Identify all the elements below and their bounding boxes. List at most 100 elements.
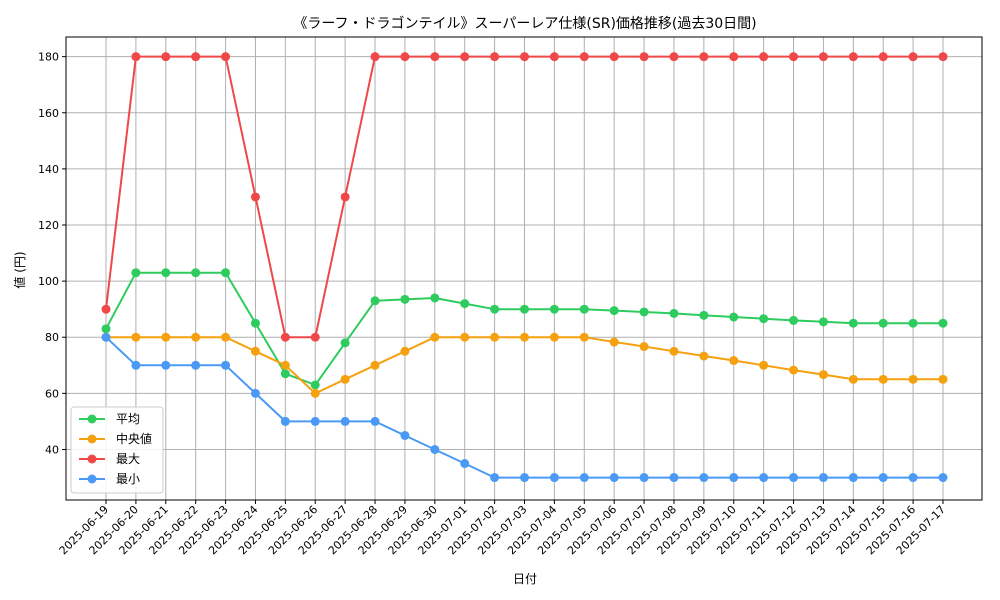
data-point xyxy=(729,312,739,322)
data-point xyxy=(549,52,559,62)
data-point xyxy=(848,374,858,384)
data-point xyxy=(161,360,171,370)
data-point xyxy=(400,346,410,356)
data-point xyxy=(789,473,799,483)
data-point xyxy=(520,332,529,342)
series-1 xyxy=(101,332,948,398)
data-point xyxy=(131,52,141,62)
data-point xyxy=(878,374,888,384)
data-point xyxy=(430,293,440,303)
data-point xyxy=(400,52,410,62)
data-point xyxy=(938,318,948,328)
data-point xyxy=(818,370,828,380)
data-point xyxy=(460,52,470,62)
legend-marker xyxy=(87,454,97,464)
legend-marker xyxy=(87,414,97,424)
data-point xyxy=(250,388,260,398)
legend-box xyxy=(70,406,164,494)
chart-title: 《ラーフ・ドラゴンテイル》スーパーレア仕様(SR)価格推移(過去30日間) xyxy=(293,15,756,32)
data-point xyxy=(161,52,171,62)
data-point xyxy=(430,332,440,342)
legend-item: 最大 xyxy=(79,452,140,466)
data-point xyxy=(579,473,589,483)
data-point xyxy=(579,332,589,342)
data-point xyxy=(549,332,559,342)
data-point xyxy=(490,332,500,342)
data-point xyxy=(699,473,709,483)
data-point xyxy=(400,294,410,304)
data-point xyxy=(818,317,828,327)
data-point xyxy=(699,52,709,62)
data-point xyxy=(280,360,290,370)
data-point xyxy=(400,430,410,440)
data-point xyxy=(191,268,201,278)
data-point xyxy=(310,388,320,398)
data-point xyxy=(759,52,769,62)
data-point xyxy=(549,304,559,314)
data-point xyxy=(908,374,918,384)
data-point xyxy=(191,52,201,62)
data-point xyxy=(579,304,589,314)
data-point xyxy=(878,473,888,483)
data-point xyxy=(280,416,290,426)
y-tick-label: 180 xyxy=(38,51,59,64)
data-point xyxy=(191,360,201,370)
data-point xyxy=(370,296,380,306)
data-point xyxy=(370,416,380,426)
data-point xyxy=(221,268,231,278)
legend-item: 最小 xyxy=(79,472,140,486)
y-tick-label: 60 xyxy=(45,387,59,400)
data-point xyxy=(490,473,500,483)
data-point xyxy=(789,52,799,62)
legend-label: 最大 xyxy=(116,452,140,466)
data-point xyxy=(789,315,799,325)
data-point xyxy=(161,268,171,278)
data-point xyxy=(759,473,769,483)
data-point xyxy=(340,338,350,348)
y-tick-label: 80 xyxy=(45,331,59,344)
legend-item: 中央値 xyxy=(79,431,152,446)
legend-marker xyxy=(87,434,97,444)
data-point xyxy=(848,52,858,62)
data-point xyxy=(191,332,201,342)
data-point xyxy=(759,314,769,324)
data-point xyxy=(639,342,649,352)
data-point xyxy=(250,318,260,328)
data-point xyxy=(221,332,231,342)
data-point xyxy=(250,346,260,356)
data-point xyxy=(848,473,858,483)
data-point xyxy=(280,369,290,379)
y-axis-ticks: 40 60 80 100 120 140 160 180 xyxy=(38,51,66,456)
legend-label: 中央値 xyxy=(116,431,152,446)
data-point xyxy=(520,304,529,314)
data-point xyxy=(340,192,350,202)
data-point xyxy=(460,459,470,469)
series-0 xyxy=(101,268,948,390)
y-tick-label: 160 xyxy=(38,107,59,120)
data-point xyxy=(310,380,320,390)
series-2 xyxy=(101,52,948,342)
data-point xyxy=(131,268,141,278)
data-point xyxy=(609,52,619,62)
data-point xyxy=(370,52,380,62)
data-point xyxy=(669,308,679,318)
data-point xyxy=(460,332,470,342)
data-point xyxy=(520,473,529,483)
data-point xyxy=(639,307,649,317)
data-point xyxy=(938,374,948,384)
data-point xyxy=(818,473,828,483)
data-point xyxy=(669,473,679,483)
data-point xyxy=(908,473,918,483)
data-point xyxy=(101,332,111,342)
data-point xyxy=(340,416,350,426)
data-point xyxy=(310,332,320,342)
data-point xyxy=(520,52,529,62)
data-point xyxy=(280,332,290,342)
data-point xyxy=(878,52,888,62)
x-axis-label: 日付 xyxy=(513,572,537,586)
data-point xyxy=(549,473,559,483)
data-point xyxy=(789,365,799,375)
data-point xyxy=(310,416,320,426)
data-point xyxy=(340,374,350,384)
legend-marker xyxy=(87,474,97,484)
